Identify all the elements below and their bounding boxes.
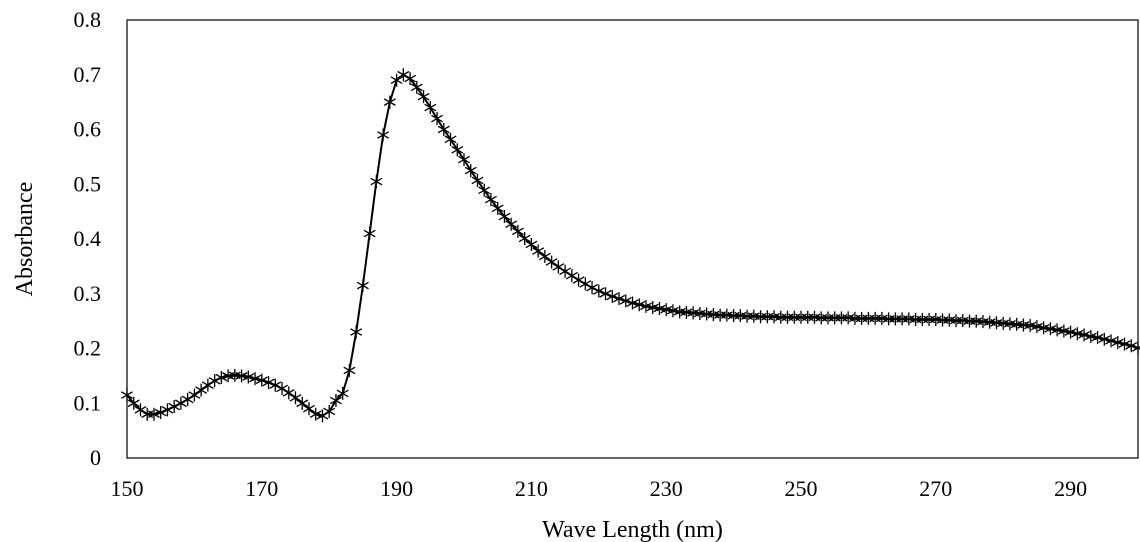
data-point-marker	[559, 264, 572, 278]
x-tick-label: 190	[380, 476, 413, 501]
y-axis-ticks: 0 0.1 0.2 0.3 0.4 0.5 0.6 0.7 0.8	[74, 7, 102, 470]
y-tick-label: 0.5	[74, 171, 102, 196]
y-tick-label: 0.2	[74, 336, 102, 361]
data-point-marker	[431, 112, 443, 126]
y-tick-label: 0.7	[74, 62, 102, 87]
data-point-marker	[289, 391, 302, 405]
data-point-marker	[195, 383, 208, 397]
data-point-marker	[390, 73, 403, 87]
data-point-marker	[424, 101, 437, 115]
data-point-marker	[154, 406, 167, 420]
data-point-marker	[370, 175, 383, 189]
data-point-marker	[525, 237, 538, 251]
data-point-marker	[343, 363, 356, 377]
data-point-marker	[505, 217, 518, 231]
data-point-marker	[491, 201, 504, 215]
data-point-marker	[1111, 335, 1124, 349]
data-point-marker	[215, 371, 228, 385]
data-point-marker	[201, 378, 214, 392]
data-point-marker	[1118, 337, 1131, 351]
data-point-marker	[613, 292, 625, 306]
y-tick-label: 0.1	[74, 390, 102, 415]
data-point-marker	[417, 90, 430, 104]
data-point-marker	[579, 277, 592, 291]
y-tick-label: 0.8	[74, 7, 102, 32]
data-point-marker	[444, 132, 457, 146]
data-point-marker	[148, 407, 160, 421]
x-axis-ticks: 150 170 190 210 230 250 270 290	[111, 476, 1088, 501]
data-point-marker	[485, 193, 497, 207]
data-point-marker	[619, 294, 632, 308]
x-tick-label: 250	[785, 476, 818, 501]
data-point-marker	[552, 260, 565, 274]
x-tick-label: 230	[650, 476, 683, 501]
data-point-marker	[633, 298, 646, 312]
data-point-marker	[464, 164, 477, 178]
data-point-marker	[1132, 341, 1140, 355]
data-point-marker	[181, 392, 194, 406]
data-point-marker	[121, 388, 133, 402]
x-tick-label: 210	[515, 476, 548, 501]
data-point-marker	[458, 153, 470, 167]
data-point-marker	[249, 372, 262, 386]
data-point-marker	[592, 284, 605, 298]
data-point-marker	[303, 402, 315, 416]
data-point-marker	[538, 250, 551, 264]
data-point-marker	[498, 210, 511, 224]
data-point-marker	[404, 72, 417, 86]
data-point-marker	[383, 95, 396, 109]
x-tick-label: 290	[1054, 476, 1087, 501]
data-point-marker	[511, 224, 524, 238]
data-point-marker	[545, 255, 558, 269]
data-point-marker	[532, 244, 545, 258]
data-point-marker	[1125, 339, 1138, 353]
data-point-marker	[572, 273, 585, 287]
y-tick-label: 0.3	[74, 281, 102, 306]
data-point-marker	[565, 269, 578, 283]
data-point-marker	[599, 287, 612, 301]
y-tick-label: 0.4	[74, 226, 102, 251]
data-point-marker	[329, 394, 342, 408]
y-tick-label: 0	[90, 445, 101, 470]
data-point-marker	[282, 386, 295, 400]
data-point-marker	[242, 370, 255, 384]
data-point-marker	[410, 80, 423, 94]
data-point-marker	[309, 407, 322, 421]
data-point-marker	[296, 396, 309, 410]
data-point-marker	[1091, 331, 1104, 345]
plot-area-frame	[126, 19, 1139, 459]
x-tick-label: 150	[111, 476, 144, 501]
x-tick-label: 270	[919, 476, 952, 501]
data-point-marker	[323, 404, 336, 418]
data-point-marker	[1098, 332, 1111, 346]
data-point-marker	[451, 143, 464, 157]
data-point-marker	[255, 373, 268, 387]
data-point-marker	[626, 296, 639, 310]
data-point-marker	[377, 128, 390, 142]
data-point-marker	[363, 227, 376, 241]
data-point-marker	[1105, 334, 1117, 348]
data-point-marker	[471, 173, 484, 187]
x-tick-label: 170	[245, 476, 278, 501]
data-point-marker	[336, 386, 349, 400]
data-point-marker	[127, 396, 140, 410]
data-point-marker	[188, 388, 201, 402]
series-line	[126, 73, 1139, 417]
x-axis-title: Wave Length (nm)	[542, 517, 723, 542]
data-point-marker	[478, 183, 491, 197]
data-point-marker	[356, 279, 369, 293]
data-point-marker	[606, 289, 619, 303]
data-point-marker	[1078, 328, 1091, 342]
y-tick-label: 0.6	[74, 117, 102, 142]
data-point-marker	[437, 123, 450, 136]
series-markers	[121, 68, 1140, 423]
data-point-marker	[518, 231, 531, 245]
data-point-marker	[262, 375, 275, 389]
data-point-marker	[1064, 325, 1077, 339]
y-axis-title: Absorbance	[12, 182, 38, 297]
data-point-marker	[350, 325, 363, 339]
